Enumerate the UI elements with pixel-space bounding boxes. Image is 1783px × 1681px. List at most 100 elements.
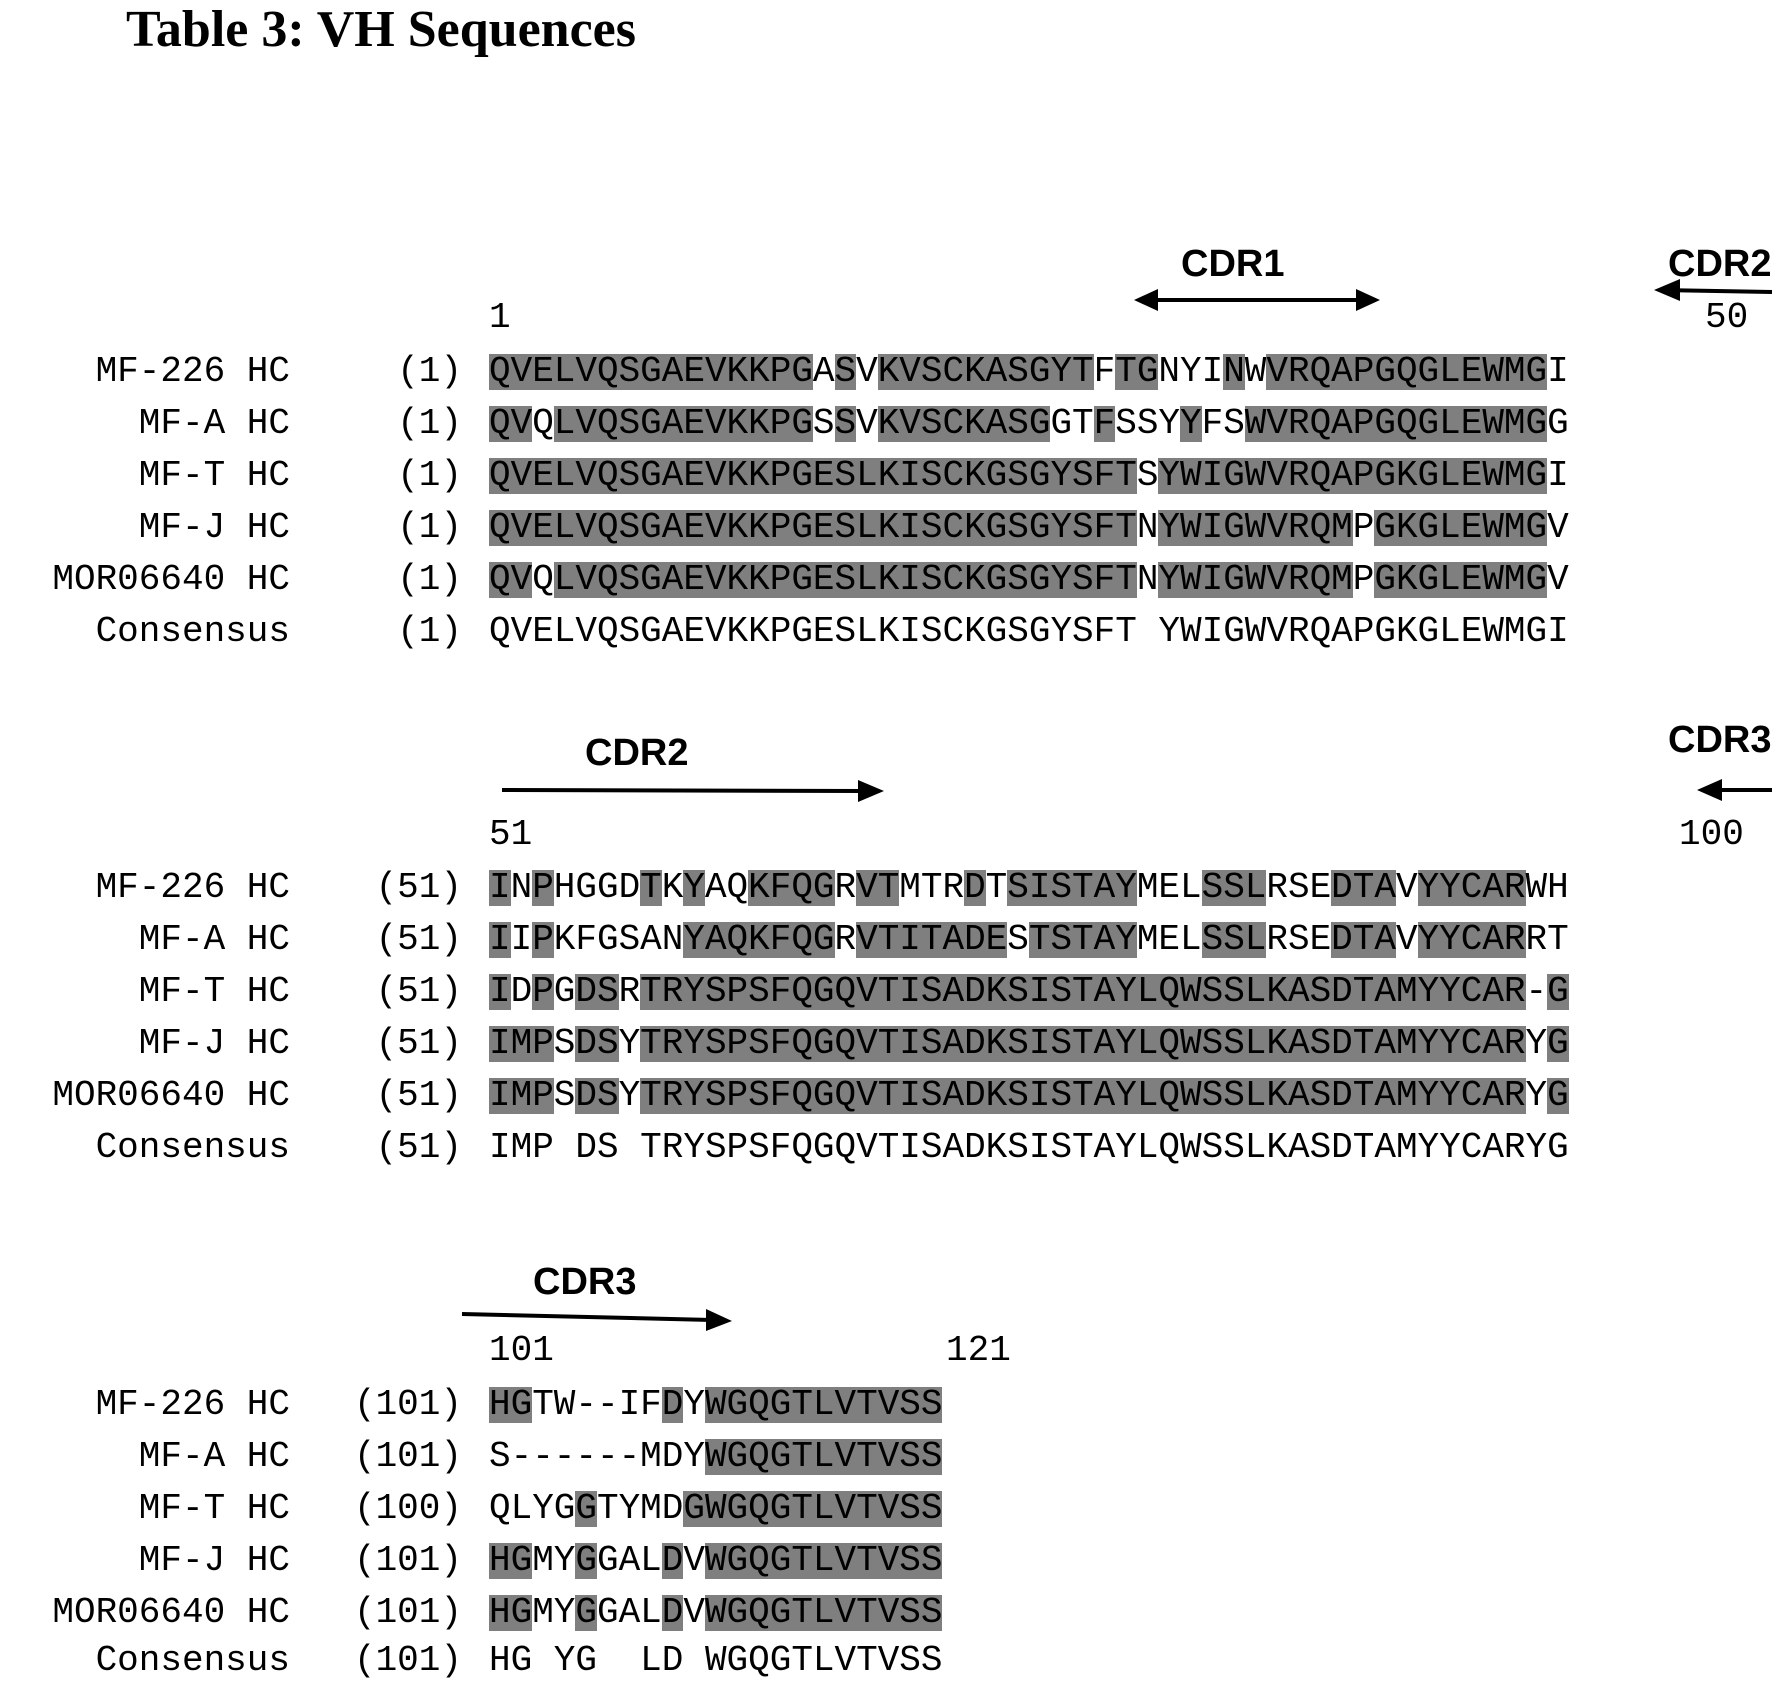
row-start-number: (101) (353, 1540, 462, 1581)
residue: M (510, 1023, 533, 1064)
residue: K (748, 455, 770, 496)
residue: D (661, 1488, 684, 1529)
residue: P (769, 455, 792, 496)
residue: E (1158, 867, 1181, 908)
consensus-sequence: HG YG LD WGQGTLVTVSS (489, 1643, 942, 1679)
residue: V (1547, 507, 1569, 548)
residue: I (1201, 351, 1224, 392)
cdr2-label: CDR2 (585, 732, 689, 774)
residue: K (985, 1075, 1008, 1116)
residue: C (1460, 1075, 1483, 1116)
residue (683, 1643, 705, 1679)
residue: F (769, 867, 792, 908)
residue: A (618, 1540, 641, 1581)
row-start-number: (101) (353, 1436, 462, 1477)
residue: F (1093, 351, 1116, 392)
residue: S (899, 1640, 921, 1681)
block2-start-position: 51 (489, 814, 533, 855)
residue: Q (596, 455, 619, 496)
residue: V (856, 1023, 878, 1064)
residue: L (1244, 919, 1267, 960)
residue: A (942, 919, 965, 960)
residue: S (618, 919, 641, 960)
residue: G (791, 559, 813, 600)
residue: G (812, 971, 835, 1012)
residue: S (1007, 507, 1029, 548)
residue: - (1525, 971, 1548, 1012)
residue: V (575, 403, 597, 444)
residue: G (575, 1640, 597, 1681)
residue: R (1503, 919, 1526, 960)
residue: G (1374, 455, 1396, 496)
residue: S (618, 507, 641, 548)
residue: L (812, 1384, 835, 1425)
residue: W (1180, 455, 1202, 496)
residue: S (1223, 919, 1245, 960)
residue: T (791, 1436, 813, 1477)
residue: T (1352, 1127, 1375, 1168)
residue: V (899, 351, 921, 392)
residue: A (942, 1127, 965, 1168)
residue: G (769, 1436, 792, 1477)
residue: V (834, 1488, 857, 1529)
residue: Q (596, 403, 619, 444)
residue: G (1417, 611, 1440, 652)
row-name: MF-226 HC (95, 1384, 290, 1425)
row-name: Consensus (95, 611, 290, 652)
residue: K (985, 971, 1008, 1012)
residue: W (1244, 559, 1267, 600)
residue: S (920, 971, 943, 1012)
residue: E (1158, 919, 1181, 960)
residue: Y (618, 1488, 641, 1529)
residue: E (985, 919, 1008, 960)
residue: D (661, 1640, 684, 1681)
residue: K (964, 403, 986, 444)
residue: T (1547, 919, 1569, 960)
residue: S (834, 351, 857, 392)
residue: H (489, 1640, 511, 1681)
residue: G (791, 351, 813, 392)
row-start-number: (1) (397, 455, 462, 496)
row-name: MF-T HC (138, 455, 290, 496)
residue: R (1266, 867, 1288, 908)
residue: F (769, 1075, 792, 1116)
residue: L (856, 455, 878, 496)
residue: M (1395, 1075, 1418, 1116)
residue: D (964, 867, 986, 908)
residue: M (510, 1127, 533, 1168)
row-name: MF-A HC (138, 403, 290, 444)
residue: S (1223, 1023, 1245, 1064)
residue: G (510, 1384, 533, 1425)
residue: V (856, 1127, 878, 1168)
residue: G (812, 1127, 835, 1168)
residue: W (1482, 403, 1504, 444)
residue: W (1180, 1023, 1202, 1064)
residue: W (1180, 559, 1202, 600)
residue: R (661, 971, 684, 1012)
row-start-number: (101) (353, 1384, 462, 1425)
residue: G (640, 403, 662, 444)
residue: K (1395, 559, 1418, 600)
residue: Y (1417, 1075, 1440, 1116)
residue: S (618, 351, 641, 392)
residue: I (1028, 971, 1051, 1012)
residue: T (1115, 455, 1137, 496)
residue: A (1482, 1023, 1504, 1064)
residue: F (1093, 559, 1116, 600)
residue: E (532, 507, 554, 548)
cdr3-arrowhead-right (706, 1309, 732, 1331)
residue: I (489, 867, 511, 908)
residue: T (877, 971, 900, 1012)
residue: R (1287, 351, 1310, 392)
residue: I (899, 919, 921, 960)
residue: G (1028, 455, 1051, 496)
residue: Q (1309, 403, 1332, 444)
residue: I (489, 1127, 511, 1168)
residue: T (1072, 1075, 1094, 1116)
residue: I (899, 1075, 921, 1116)
block3-end-position: 121 (946, 1330, 1011, 1371)
residue: R (1503, 1075, 1526, 1116)
residue: S (920, 611, 943, 652)
residue: G (640, 351, 662, 392)
residue: R (1287, 403, 1310, 444)
